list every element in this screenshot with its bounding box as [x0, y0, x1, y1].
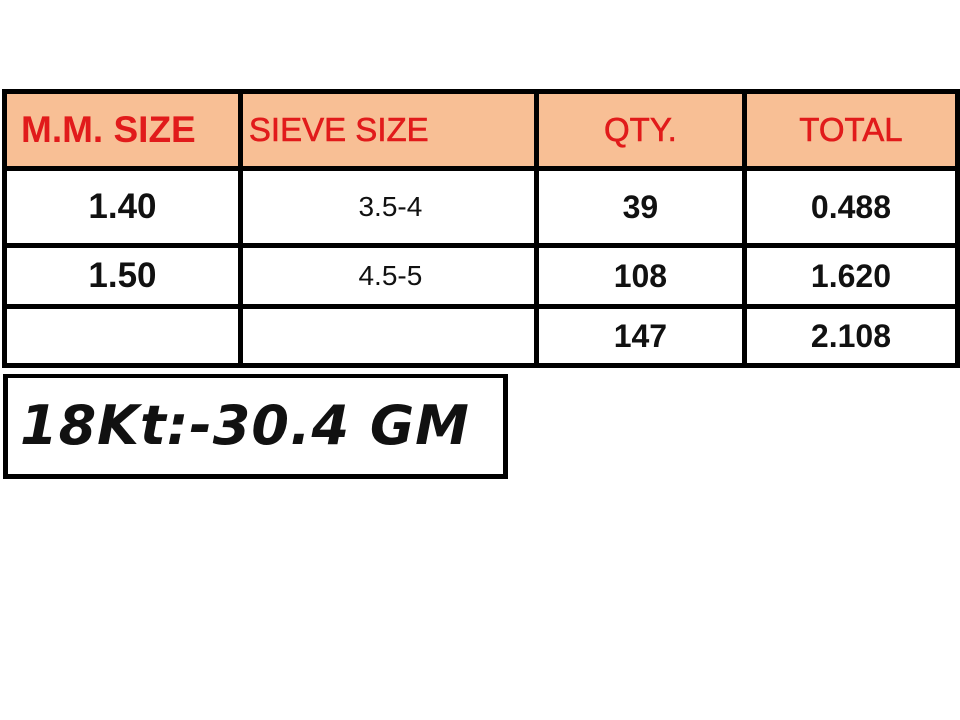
qty-cell: 39 — [533, 166, 747, 248]
qty-cell: 108 — [533, 243, 747, 309]
header-total: TOTAL — [741, 89, 960, 171]
totals-row: 147 2.108 — [2, 304, 960, 368]
header-row: M.M. SIZE SIEVE SIZE QTY. TOTAL — [2, 89, 960, 171]
sieve-size-cell: 3.5-4 — [237, 166, 539, 248]
total-cell: 1.620 — [741, 243, 960, 309]
table-row: 1.50 4.5-5 108 1.620 — [2, 243, 960, 309]
grand-total-cell: 2.108 — [741, 304, 960, 368]
mm-size-cell: 1.50 — [2, 243, 243, 309]
sieve-size-cell — [237, 304, 539, 368]
table-row: 1.40 3.5-4 39 0.488 — [2, 166, 960, 248]
mm-size-cell — [2, 304, 243, 368]
qty-total-cell: 147 — [533, 304, 747, 368]
header-sieve-size: SIEVE SIZE — [237, 89, 539, 171]
gold-weight-text: 18Kt:-30.4 GM — [20, 394, 470, 457]
diamond-table: M.M. SIZE SIEVE SIZE QTY. TOTAL 1.40 3.5… — [2, 89, 960, 368]
sieve-size-cell: 4.5-5 — [237, 243, 539, 309]
gold-weight-box: 18Kt:-30.4 GM — [3, 374, 508, 479]
mm-size-cell: 1.40 — [2, 166, 243, 248]
total-cell: 0.488 — [741, 166, 960, 248]
header-mm-size: M.M. SIZE — [2, 89, 243, 171]
header-qty: QTY. — [533, 89, 747, 171]
